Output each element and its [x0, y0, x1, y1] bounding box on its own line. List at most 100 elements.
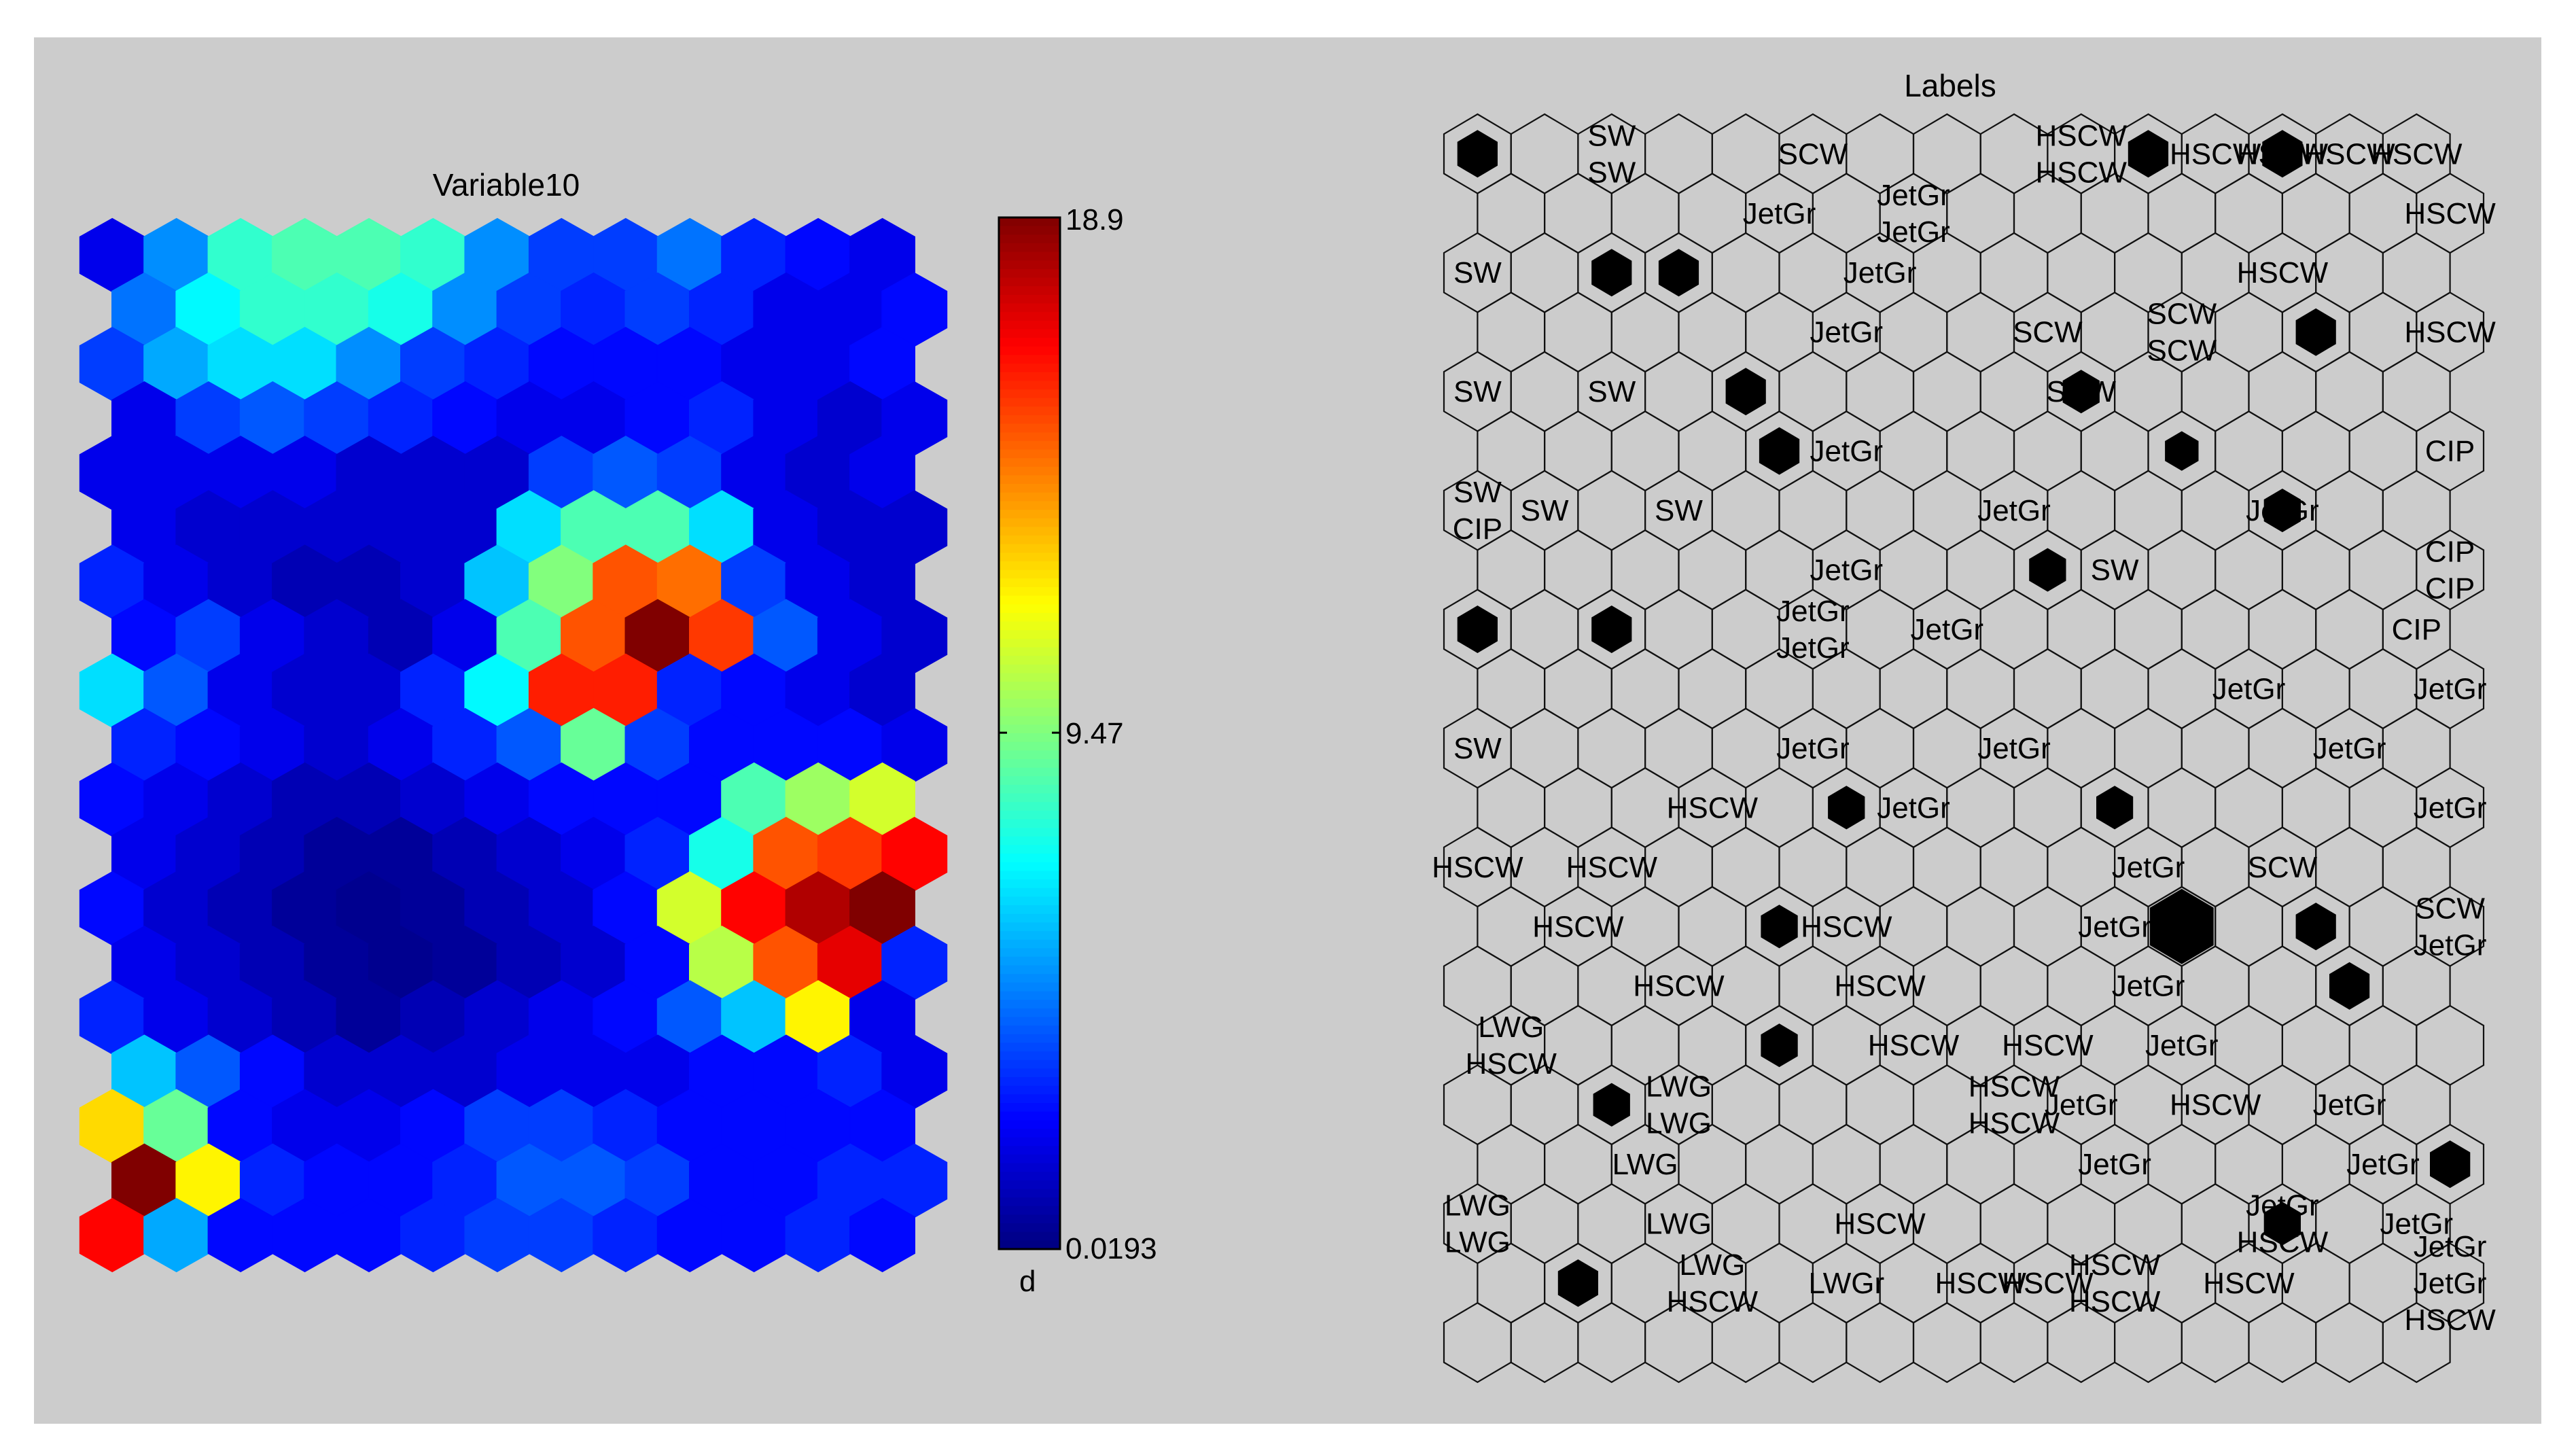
- colorbar-segment: [999, 364, 1060, 373]
- cell-label: JetGr: [1776, 631, 1850, 665]
- cell-label: HSCW: [2404, 197, 2496, 230]
- colorbar-segment: [999, 604, 1060, 614]
- heatmap-title: Variable10: [433, 167, 580, 203]
- colorbar-segment: [999, 845, 1060, 855]
- hit-marker: [2029, 548, 2066, 592]
- cell-label: LWG: [1646, 1208, 1712, 1241]
- hit-marker: [2262, 130, 2303, 178]
- hit-marker: [1725, 368, 1766, 416]
- cell-label: JetGr: [1911, 613, 1984, 646]
- colorbar-label: d: [1019, 1265, 1036, 1298]
- colorbar-segment: [999, 690, 1060, 700]
- cell-label: JetGr: [2112, 851, 2185, 884]
- colorbar-segment: [999, 553, 1060, 563]
- hit-marker: [2096, 786, 2134, 830]
- cell-label: CIP: [2392, 613, 2441, 646]
- cell-label: JetGr: [2380, 1208, 2454, 1241]
- cell-label: SCW: [1778, 137, 1848, 171]
- cell-label: SCW: [2248, 851, 2318, 884]
- cell-label: HSCW: [2237, 256, 2329, 290]
- colorbar-segment: [999, 510, 1060, 519]
- hit-marker: [2430, 1140, 2471, 1189]
- colorbar-segment: [999, 810, 1060, 820]
- cell-label: JetGr: [2313, 1089, 2386, 1122]
- colorbar-segment: [999, 1223, 1060, 1233]
- colorbar-segment: [999, 1137, 1060, 1147]
- colorbar-segment: [999, 1085, 1060, 1095]
- cell-label: LWG: [1445, 1226, 1511, 1259]
- colorbar-segment: [999, 294, 1060, 304]
- colorbar-segment: [999, 1025, 1060, 1035]
- colorbar-segment: [999, 759, 1060, 769]
- cell-label: HSCW: [2002, 1267, 2094, 1300]
- colorbar-segment: [999, 724, 1060, 734]
- labels-hex-grid: [1443, 113, 2485, 1384]
- colorbar-segment: [999, 286, 1060, 296]
- cell-label: HSCW: [1667, 1285, 1759, 1318]
- colorbar-segment: [999, 854, 1060, 863]
- colorbar-segment: [999, 793, 1060, 803]
- cell-label: HSCW: [2304, 137, 2395, 171]
- cell-label: HSCW: [1935, 1267, 2026, 1300]
- cell-label: JetGr: [2212, 672, 2286, 705]
- cell-label: JetGr: [1810, 316, 1884, 349]
- cell-label: JetGr: [2414, 672, 2487, 705]
- colorbar-segment: [999, 1172, 1060, 1181]
- colorbar-segment: [999, 595, 1060, 606]
- cell-label: HSCW: [1834, 1208, 1926, 1241]
- cell-label: HSCW: [1532, 910, 1624, 943]
- cell-label: LWG: [1646, 1107, 1712, 1140]
- colorbar-segment: [999, 1008, 1060, 1018]
- colorbar-segment: [999, 415, 1060, 425]
- colorbar-segment: [999, 1163, 1060, 1173]
- colorbar-segment: [999, 664, 1060, 674]
- colorbar-segment: [999, 767, 1060, 777]
- cell-label: SW: [1453, 732, 1502, 765]
- colorbar-segment: [999, 1146, 1060, 1155]
- colorbar-segment: [999, 1077, 1060, 1087]
- colorbar-segment: [999, 974, 1060, 983]
- colorbar-segment: [999, 879, 1060, 889]
- colorbar-segment: [999, 217, 1060, 227]
- cell-label: SCW: [2415, 892, 2485, 925]
- cell-label: JetGr: [2414, 1267, 2487, 1300]
- cell-label: LWG: [1679, 1248, 1745, 1282]
- cell-label: LWG: [1445, 1189, 1511, 1223]
- colorbar-segment: [999, 569, 1060, 580]
- colorbar-tick-max: 18.9: [1065, 203, 1124, 236]
- colorbar-segment: [999, 1042, 1060, 1053]
- cell-label: JetGr: [1776, 595, 1850, 628]
- colorbar-segment: [999, 612, 1060, 623]
- cell-label: HSCW: [2035, 156, 2127, 189]
- hit-markers: [1457, 130, 2471, 1307]
- cell-label: JetGr: [2246, 494, 2319, 527]
- colorbar-tick-min: 0.0193: [1065, 1232, 1157, 1265]
- colorbar-segment: [999, 1120, 1060, 1129]
- cell-label: SW: [1587, 375, 1636, 408]
- colorbar-segment: [999, 741, 1060, 752]
- cell-label: HSCW: [1465, 1047, 1557, 1081]
- hit-marker: [1759, 427, 1800, 475]
- cell-label: HSCW: [1566, 851, 1658, 884]
- hit-marker: [2149, 888, 2214, 964]
- colorbar-segment: [999, 922, 1060, 932]
- colorbar-segment: [999, 320, 1060, 330]
- cell-label: JetGr: [1810, 435, 1884, 468]
- colorbar-segment: [999, 1240, 1060, 1250]
- colorbar-segment: [999, 1051, 1060, 1061]
- hit-marker: [1457, 130, 1498, 178]
- colorbar-segment: [999, 226, 1060, 236]
- colorbar-segment: [999, 475, 1060, 485]
- cell-label: CIP: [1453, 512, 1502, 546]
- colorbar-segment: [999, 355, 1060, 365]
- cell-label: LWG: [1612, 1148, 1678, 1181]
- cell-label: HSCW: [1969, 1107, 2060, 1140]
- cell-label: SW: [1655, 494, 1703, 527]
- cell-label: HSCW: [2035, 119, 2127, 152]
- hit-marker: [2295, 902, 2336, 951]
- colorbar-segment: [999, 673, 1060, 683]
- cell-label: HSCW: [1969, 1070, 2060, 1104]
- colorbar-segment: [999, 707, 1060, 717]
- cell-label: LWG: [1646, 1070, 1712, 1104]
